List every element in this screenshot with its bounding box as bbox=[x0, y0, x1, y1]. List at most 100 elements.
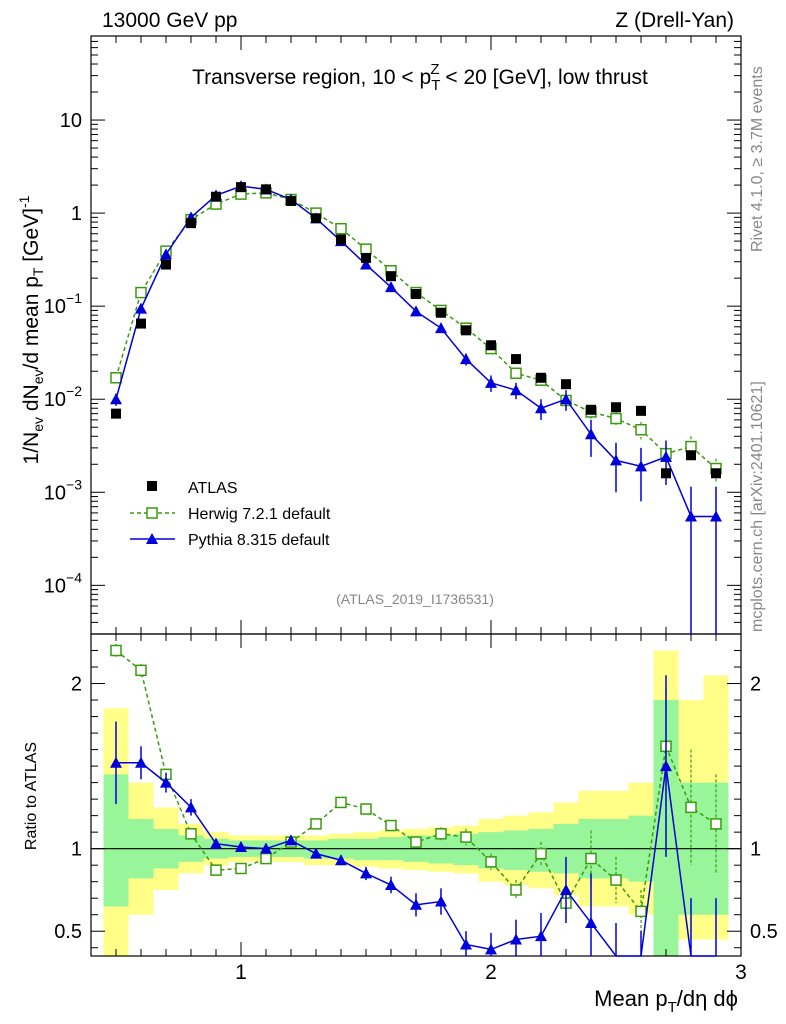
herwig-point-0 bbox=[110, 372, 122, 384]
ratio-pythia-point-4 bbox=[210, 837, 222, 849]
header-right: Z (Drell-Yan) bbox=[615, 9, 734, 32]
ratio-ytick-label-left-0.5: 0.5 bbox=[54, 921, 82, 943]
watermark: (ATLAS_2019_I1736531) bbox=[336, 591, 494, 607]
atlas-point-16 bbox=[511, 354, 521, 365]
ratio-herwig-point-19 bbox=[585, 852, 597, 865]
rivet-label: Rivet 4.1.0, ≥ 3.7M events bbox=[749, 66, 766, 252]
atlas-point-13 bbox=[436, 307, 446, 318]
legend-atlas-label: ATLAS bbox=[188, 480, 238, 497]
ratio-pythia-point-5 bbox=[235, 841, 247, 853]
atlas-point-14 bbox=[461, 325, 471, 336]
ratio-herwig-point-10 bbox=[360, 803, 372, 815]
atlas-point-24 bbox=[711, 468, 721, 479]
atlas-point-11 bbox=[386, 271, 396, 282]
atlas-point-5 bbox=[236, 182, 246, 193]
ratio-ytick-label-left-2: 2 bbox=[71, 674, 82, 696]
ratio-herwig-point-11 bbox=[385, 819, 397, 832]
ratio-herwig-point-5 bbox=[235, 862, 247, 875]
atlas-point-20 bbox=[611, 402, 621, 413]
pythia-point-1 bbox=[135, 302, 147, 314]
herwig-point-9 bbox=[335, 222, 347, 235]
main-ytick-label-5: 10−4 bbox=[44, 569, 82, 597]
ratio-pythia-point-13 bbox=[435, 895, 447, 907]
ratio-pythia-point-2 bbox=[160, 776, 172, 788]
pythia-point-24 bbox=[710, 510, 722, 522]
ratio-pythia-point-8 bbox=[310, 847, 322, 859]
atlas-point-22 bbox=[661, 468, 671, 479]
legend: ATLAS Herwig 7.2.1 default Pythia 8.315 … bbox=[130, 480, 331, 549]
x-tick-label-3: 3 bbox=[735, 961, 747, 984]
x-tick-label-2: 2 bbox=[485, 961, 497, 984]
pythia-point-15 bbox=[485, 376, 497, 388]
ratio-pythia-point-1 bbox=[135, 756, 147, 768]
herwig-point-1 bbox=[135, 286, 147, 299]
ratio-band-inner-10 bbox=[353, 838, 379, 861]
atlas-point-18 bbox=[561, 379, 571, 390]
atlas-point-7 bbox=[286, 195, 296, 206]
herwig-point-21 bbox=[635, 423, 647, 436]
ratio-herwig-point-14 bbox=[460, 831, 472, 843]
atlas-point-0 bbox=[111, 408, 121, 419]
pythia-point-23 bbox=[685, 510, 697, 522]
legend-herwig-label: Herwig 7.2.1 default bbox=[188, 506, 331, 523]
x-axis-label: Mean pT/dη dϕ bbox=[594, 986, 738, 1016]
ratio-herwig-point-23 bbox=[685, 801, 697, 814]
ratio-pythia-point-3 bbox=[185, 801, 197, 813]
atlas-point-19 bbox=[586, 404, 596, 415]
ratio-herwig-point-12 bbox=[410, 836, 422, 848]
atlas-point-8 bbox=[311, 213, 321, 224]
ratio-pythia-point-7 bbox=[285, 834, 297, 846]
main-ytick-label-0: 10 bbox=[60, 110, 82, 132]
ratio-y-label: Ratio to ATLAS bbox=[23, 742, 40, 850]
atlas-point-23 bbox=[686, 450, 696, 461]
pythia-point-16 bbox=[510, 384, 522, 396]
atlas-point-9 bbox=[336, 234, 346, 245]
atlas-point-2 bbox=[161, 259, 171, 270]
legend-herwig-marker bbox=[146, 507, 158, 519]
atlas-point-21 bbox=[636, 405, 646, 416]
legend-atlas-marker bbox=[147, 481, 157, 491]
pythia-point-12 bbox=[410, 305, 422, 317]
pythia-point-11 bbox=[385, 281, 397, 293]
pythia-point-0 bbox=[110, 393, 122, 405]
ratio-herwig-point-4 bbox=[210, 864, 222, 876]
ratio-pythia-point-14 bbox=[460, 938, 472, 950]
ratio-ytick-label-right-0.5: 0.5 bbox=[750, 921, 778, 943]
legend-pythia-marker bbox=[146, 533, 158, 544]
ratio-pythia-point-12 bbox=[410, 898, 422, 910]
main-ytick-label-1: 1 bbox=[71, 203, 82, 225]
pythia-line bbox=[115, 185, 716, 518]
pythia-point-18 bbox=[560, 393, 572, 405]
ratio-herwig-point-9 bbox=[335, 796, 347, 809]
herwig-point-16 bbox=[510, 367, 522, 380]
pythia-point-10 bbox=[360, 258, 372, 270]
herwig-point-23 bbox=[685, 440, 697, 453]
ratio-pythia-point-10 bbox=[360, 867, 372, 879]
ratio-pythia-point-0 bbox=[110, 756, 122, 768]
pythia-point-14 bbox=[460, 353, 472, 365]
main-ytick-label-2: 10−1 bbox=[44, 290, 82, 318]
ratio-herwig-point-17 bbox=[535, 847, 547, 860]
atlas-point-4 bbox=[211, 191, 221, 202]
atlas-point-3 bbox=[186, 218, 196, 229]
chart-title: Transverse region, 10 < pTZ < 20 [GeV], … bbox=[192, 61, 648, 94]
pythia-point-17 bbox=[535, 402, 547, 414]
ratio-herwig-point-21 bbox=[635, 905, 647, 918]
ratio-pythia-point-19 bbox=[585, 916, 597, 928]
ratio-herwig-point-20 bbox=[610, 874, 622, 886]
atlas-point-12 bbox=[411, 289, 421, 300]
atlas-point-1 bbox=[136, 318, 146, 329]
ratio-pythia-point-11 bbox=[385, 878, 397, 890]
legend-pythia-label: Pythia 8.315 default bbox=[188, 532, 330, 549]
ratio-pythia-point-6 bbox=[260, 842, 272, 854]
ratio-ytick-label-left-1: 1 bbox=[71, 839, 82, 861]
main-y-label: 1/Nev dNev/d mean pT [GeV]-1 bbox=[16, 195, 46, 464]
pythia-point-2 bbox=[160, 248, 172, 260]
ratio-pythia-point-16 bbox=[510, 933, 522, 945]
ratio-pythia-point-22 bbox=[660, 760, 672, 772]
ratio-pythia-point-18 bbox=[560, 883, 572, 895]
ratio-ytick-label-right-2: 2 bbox=[750, 674, 761, 696]
ratio-herwig-point-24 bbox=[710, 818, 722, 830]
atlas-point-10 bbox=[361, 252, 371, 263]
